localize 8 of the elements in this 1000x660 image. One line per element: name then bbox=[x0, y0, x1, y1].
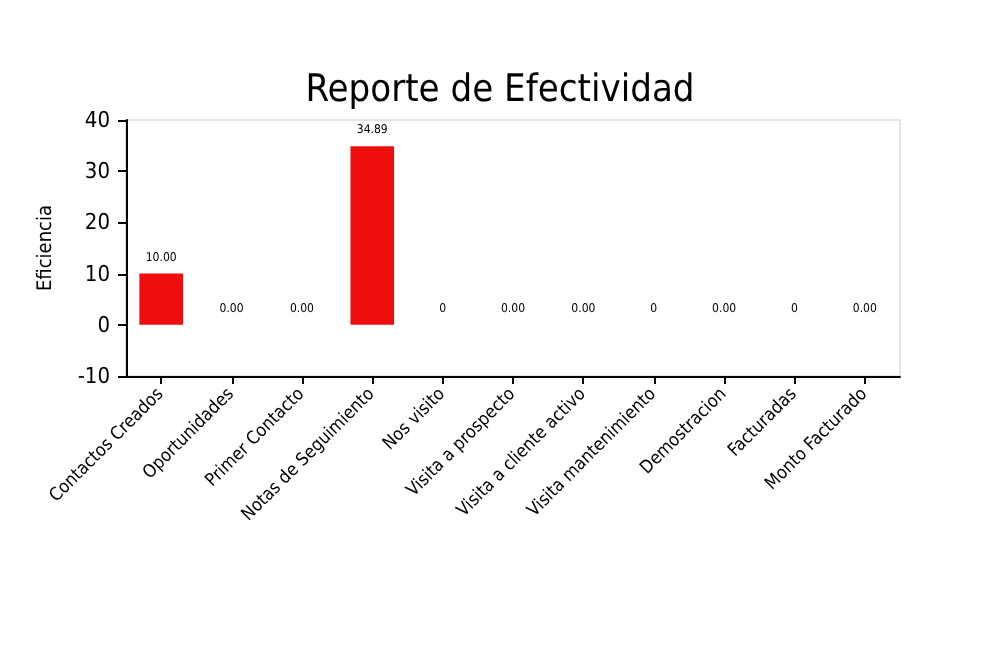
y-tick-label: 10 bbox=[84, 260, 110, 287]
y-tick-label: 30 bbox=[84, 158, 110, 185]
y-tick-label: 40 bbox=[84, 107, 110, 133]
y-axis-title: Eficiencia bbox=[34, 205, 57, 291]
chart-title: Reporte de Efectividad bbox=[305, 67, 695, 111]
y-tick-label: 0 bbox=[97, 311, 110, 338]
y-tick-label: 20 bbox=[84, 209, 110, 236]
y-tick-label: -10 bbox=[77, 363, 110, 389]
